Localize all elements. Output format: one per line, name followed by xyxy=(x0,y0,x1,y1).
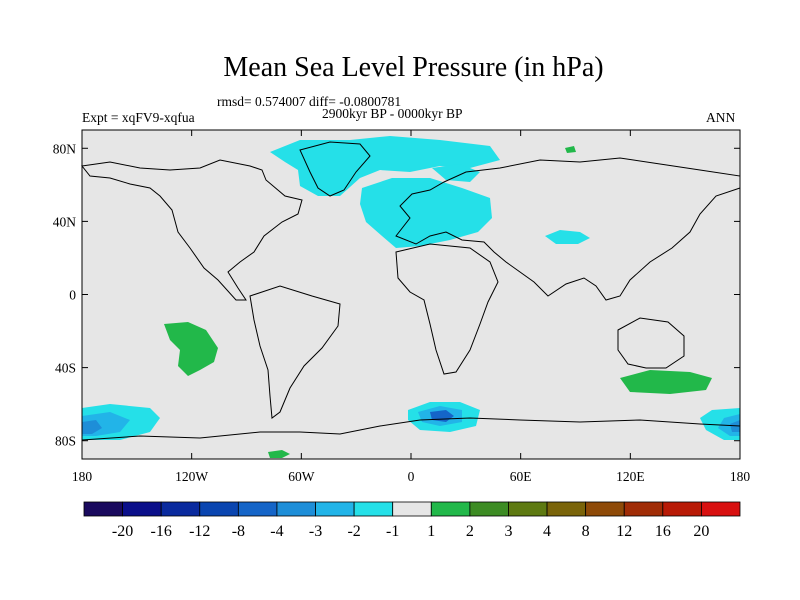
colorbar-box xyxy=(276,501,316,517)
colorbar-box xyxy=(585,501,625,517)
colorbar-box xyxy=(83,501,123,517)
y-tick-label: 80N xyxy=(53,141,77,156)
axis-ticks xyxy=(81,130,741,459)
anomaly-antarctic-green xyxy=(268,450,290,458)
coast-antarctica xyxy=(81,417,741,441)
colorbar-box xyxy=(160,501,201,517)
colorbar-box xyxy=(315,501,355,517)
x-tick-label: 180 xyxy=(72,469,93,484)
anomaly-central-asia xyxy=(545,230,590,244)
colorbar-label: 2 xyxy=(466,523,474,540)
colorbar-box xyxy=(392,501,432,517)
colorbar-label: 20 xyxy=(693,523,709,540)
colorbar-box xyxy=(469,501,509,517)
colorbar-label: -12 xyxy=(189,523,210,540)
colorbar-label: 4 xyxy=(543,523,551,540)
x-tick-label: 60E xyxy=(510,469,532,484)
colorbar-box xyxy=(237,501,278,517)
colorbar-box xyxy=(701,501,741,517)
stats-label: rmsd= 0.574007 diff= -0.0800781 xyxy=(217,94,402,109)
coast-eurasia xyxy=(395,157,741,301)
x-tick-label: 120W xyxy=(175,469,208,484)
colorbar-box xyxy=(353,501,394,517)
coastlines xyxy=(81,141,741,441)
colorbar-box xyxy=(546,501,587,517)
colorbar-label: -4 xyxy=(270,523,283,540)
y-tick-label: 80S xyxy=(55,434,76,449)
anomaly-antarctic-west-deep xyxy=(82,420,102,434)
experiment-label: Expt = xqFV9-xqfua xyxy=(82,110,195,125)
anomaly-arctic xyxy=(270,136,500,196)
x-tick-label: 0 xyxy=(408,469,415,484)
coast-greenland xyxy=(299,141,371,197)
colorbar-box xyxy=(430,501,471,517)
colorbar-boxes xyxy=(83,501,741,517)
colorbar-label: 1 xyxy=(427,523,435,540)
colorbar-box xyxy=(508,501,548,517)
colorbar-label: -1 xyxy=(386,523,399,540)
anomaly-south-pacific-high xyxy=(164,322,218,376)
colorbar-label: -8 xyxy=(232,523,245,540)
anomaly-arctic-green xyxy=(565,146,576,153)
colorbar-box xyxy=(199,501,239,517)
colorbar-label: 8 xyxy=(582,523,590,540)
axis-tick-labels: 80N 40N 0 40S 80S 180 120W 60W 0 60E 120E 180 xyxy=(53,141,751,484)
x-tick-label: 180 xyxy=(730,469,751,484)
anomaly-arctic-ne xyxy=(432,164,480,182)
colorbar-label: -2 xyxy=(347,523,360,540)
anomaly-south-indian-high xyxy=(620,370,712,394)
colorbar-label: 12 xyxy=(616,523,632,540)
period-label: 2900kyr BP - 0000kyr BP xyxy=(322,106,463,121)
x-tick-label: 60W xyxy=(288,469,315,484)
map-title: Mean Sea Level Pressure (in hPa) xyxy=(223,52,604,83)
coast-australia xyxy=(617,317,685,369)
colorbar-label: 16 xyxy=(655,523,671,540)
colorbar-labels: -20 -16 -12 -8 -4 -3 -2 -1 1 2 3 4 8 12 16 20 xyxy=(112,523,709,540)
colorbar-box xyxy=(122,501,162,517)
colorbar-box xyxy=(623,501,664,517)
x-tick-label: 120E xyxy=(616,469,645,484)
coast-africa xyxy=(395,243,499,375)
season-label: ANN xyxy=(706,110,736,125)
y-tick-label: 0 xyxy=(69,288,76,303)
anomaly-europe xyxy=(360,178,492,248)
colorbar-label: 3 xyxy=(504,523,512,540)
y-tick-label: 40S xyxy=(55,361,76,376)
coast-north-america xyxy=(81,159,303,301)
coast-south-america xyxy=(249,285,341,419)
colorbar-label: -3 xyxy=(309,523,322,540)
anomaly-contours xyxy=(82,136,740,458)
colorbar-box xyxy=(662,501,702,517)
colorbar-label: -20 xyxy=(112,523,133,540)
y-tick-label: 40N xyxy=(53,214,77,229)
colorbar-label: -16 xyxy=(151,523,172,540)
